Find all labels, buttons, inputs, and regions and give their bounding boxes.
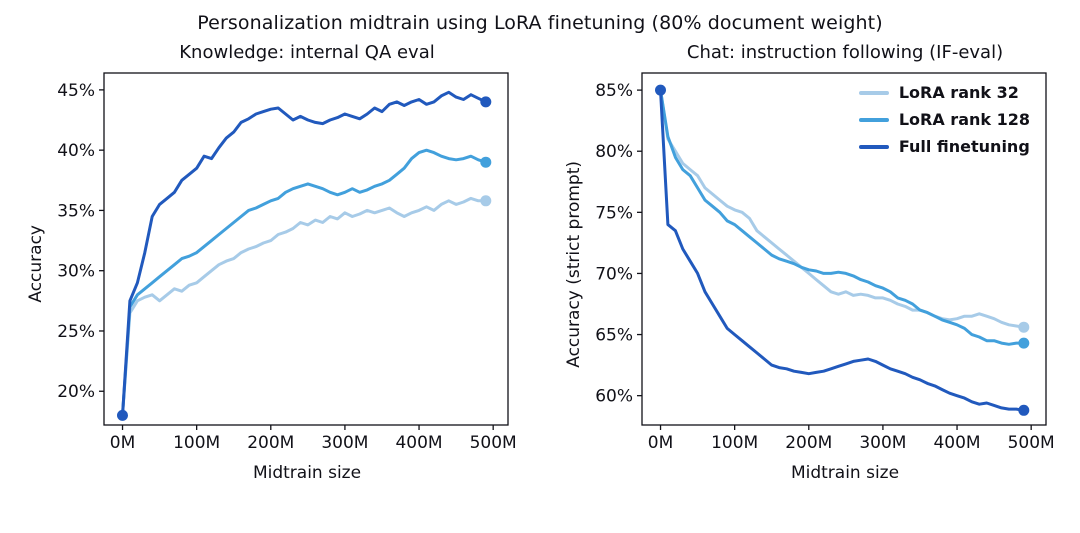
x-tick-label: 400M [395, 433, 442, 453]
legend-entry-full: Full finetuning [858, 137, 1030, 156]
y-tick-label: 65% [595, 326, 633, 346]
y-tick-label: 35% [57, 201, 95, 221]
chat-plot: 0M 100M 200M 300M 400M 500M 60% 65% 70% 75% 80% 85% [595, 72, 1055, 453]
knowledge-chart-title: Knowledge: internal QA eval [179, 42, 435, 63]
chat-chart: Chat: instruction following (IF-eval) Ac… [562, 42, 1056, 483]
marker-dot [480, 156, 492, 168]
x-tick-label: 100M [173, 433, 220, 453]
legend-label-full: Full finetuning [898, 137, 1030, 156]
y-tick-label: 20% [57, 382, 95, 402]
charts-row: Knowledge: internal QA eval Accuracy 0M 1… [12, 42, 1068, 483]
x-tick-label: 0M [648, 433, 673, 453]
y-tick-label: 25% [57, 322, 95, 342]
x-tick-label: 400M [933, 433, 980, 453]
series-line-lora-rank-32 [659, 88, 1026, 329]
marker-dot [480, 96, 492, 108]
plot-border [641, 72, 1047, 426]
x-tick-label: 0M [110, 433, 135, 453]
knowledge-chart-body: Accuracy 0M 100M 200M 300M 400M 500M 20% 25% 30%… [24, 65, 518, 463]
legend-line-swatch-lora128 [858, 117, 889, 122]
series-line-lora-rank-128 [121, 148, 488, 417]
marker-dot [1018, 404, 1030, 416]
y-tick-label: 85% [595, 81, 633, 101]
marker-dot [117, 409, 128, 421]
marker-dot [480, 195, 492, 207]
marker-dot [655, 84, 666, 96]
legend-line-swatch-lora32 [858, 90, 889, 95]
chat-chart-body: Accuracy (strict prompt) 0M 100M 200M 300M 4… [562, 65, 1056, 463]
x-tick-label: 200M [247, 433, 294, 453]
knowledge-xlabel: Midtrain size [252, 463, 362, 483]
chat-xlabel: Midtrain size [790, 463, 900, 483]
legend-entry-lora128: LoRA rank 128 [858, 110, 1030, 129]
marker-dot [1018, 321, 1030, 333]
knowledge-ylabel: Accuracy [26, 225, 46, 303]
y-tick-label: 80% [595, 142, 633, 162]
chat-chart-title: Chat: instruction following (IF-eval) [686, 42, 1004, 63]
series-line-full-finetuning [121, 90, 488, 417]
plot-border [103, 72, 509, 426]
y-tick-label: 75% [595, 203, 633, 223]
x-tick-label: 500M [470, 433, 517, 453]
y-tick-label: 70% [595, 264, 633, 284]
series-line-lora-rank-32 [121, 196, 488, 417]
legend-line-swatch-full [858, 144, 889, 149]
y-tick-label: 60% [595, 387, 633, 407]
x-tick-label: 500M [1008, 433, 1055, 453]
legend-label-lora128: LoRA rank 128 [898, 110, 1030, 129]
knowledge-chart: Knowledge: internal QA eval Accuracy 0M 1… [24, 42, 518, 483]
figure-title: Personalization midtrain using LoRA fine… [197, 12, 883, 34]
knowledge-plot: 0M 100M 200M 300M 400M 500M 20% 25% 30% 35% 40% 45% [57, 72, 517, 453]
chat-ylabel: Accuracy (strict prompt) [564, 160, 584, 368]
legend-label-lora32: LoRA rank 32 [898, 83, 1019, 102]
y-tick-label: 30% [57, 262, 95, 282]
legend-entry-lora32: LoRA rank 32 [858, 83, 1030, 102]
marker-dot [1018, 337, 1030, 349]
x-tick-label: 300M [321, 433, 368, 453]
series-line-full-finetuning [659, 88, 1026, 412]
legend: LoRA rank 32 LoRA rank 128 Full finetuni… [858, 83, 1030, 156]
x-tick-label: 300M [859, 433, 906, 453]
y-tick-label: 45% [57, 81, 95, 101]
y-tick-label: 40% [57, 141, 95, 161]
x-tick-label: 200M [785, 433, 832, 453]
series-line-lora-rank-128 [659, 88, 1026, 346]
x-tick-label: 100M [711, 433, 758, 453]
